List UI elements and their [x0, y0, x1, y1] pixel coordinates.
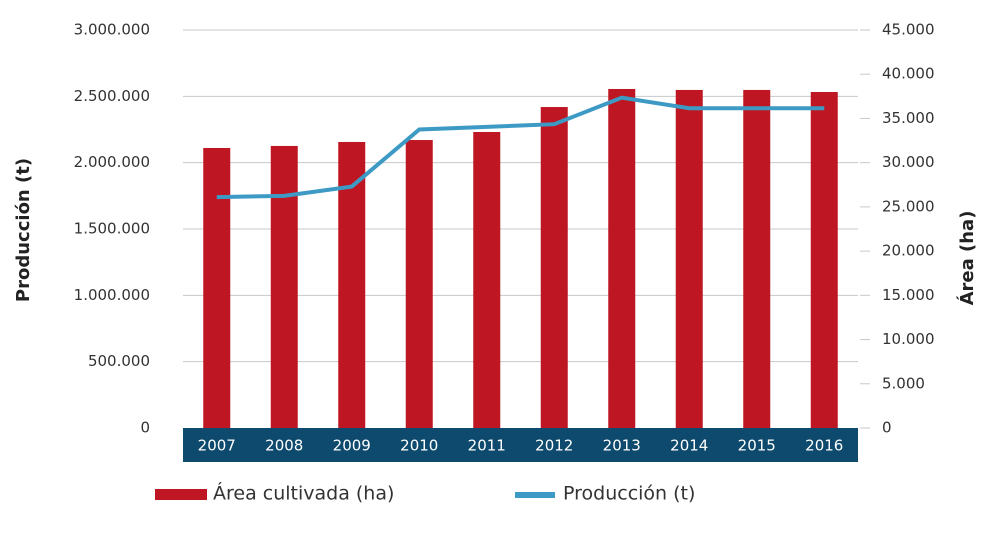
y2-tick-label: 40.000 — [882, 65, 935, 83]
y2-tick-label: 30.000 — [882, 153, 935, 171]
y2-axis-title: Área (ha) — [956, 211, 978, 306]
legend-label: Producción (t) — [563, 483, 695, 505]
bar — [675, 89, 703, 428]
y-tick-label: 0 — [140, 419, 150, 437]
line — [216, 95, 825, 200]
bar — [810, 91, 838, 428]
x-tick-label: 2009 — [333, 437, 371, 455]
x-tick-label: 2008 — [265, 437, 303, 455]
y2-tick-label: 10.000 — [882, 330, 935, 348]
x-tick-label: 2010 — [400, 437, 438, 455]
bar — [608, 88, 636, 429]
bar — [203, 147, 231, 428]
y-tick-label: 2.000.000 — [74, 153, 150, 171]
x-tick-label: 2007 — [198, 437, 236, 455]
x-tick-label: 2016 — [805, 437, 843, 455]
x-axis-band — [183, 428, 858, 462]
y-axis-title: Producción (t) — [13, 158, 34, 302]
legend-swatch — [155, 489, 207, 500]
y2-tick-label: 5.000 — [882, 374, 925, 392]
legend-label: Área cultivada (ha) — [213, 482, 394, 505]
bar — [270, 145, 298, 428]
x-tick-label: 2014 — [670, 437, 708, 455]
y-tick-label: 1.000.000 — [74, 286, 150, 304]
x-tick-label: 2011 — [468, 437, 506, 455]
x-tick-label: 2012 — [535, 437, 573, 455]
bar — [743, 89, 771, 428]
y2-tick-label: 35.000 — [882, 109, 935, 127]
legend-swatch — [515, 492, 555, 498]
bar — [473, 131, 501, 428]
y2-tick-label: 25.000 — [882, 197, 935, 215]
x-tick-label: 2013 — [603, 437, 641, 455]
y2-tick-label: 0 — [882, 419, 892, 437]
y2-tick-label: 15.000 — [882, 286, 935, 304]
bar — [540, 107, 568, 429]
y-tick-label: 2.500.000 — [74, 87, 150, 105]
bar — [405, 140, 433, 428]
y2-tick-label: 20.000 — [882, 242, 935, 260]
y-tick-label: 1.500.000 — [74, 220, 150, 238]
y2-tick-label: 45.000 — [882, 21, 935, 39]
x-tick-label: 2015 — [738, 437, 776, 455]
y-tick-label: 500.000 — [88, 352, 150, 370]
y-tick-label: 3.000.000 — [74, 21, 150, 39]
